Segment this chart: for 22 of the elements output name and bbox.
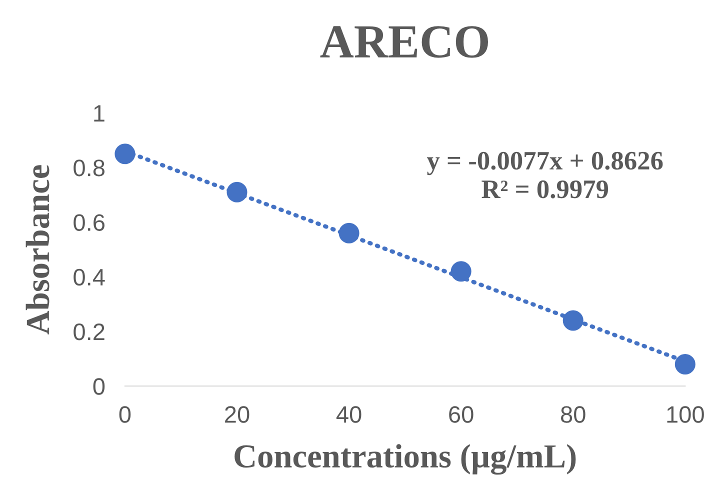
x-tick-label: 0 [119,406,131,423]
point [674,354,696,374]
y-tick-label: 0.2 [74,324,104,340]
y-axis-title: Absorbance [26,165,50,334]
y-tick-label: 0 [93,378,105,395]
point [338,222,360,244]
y-tick-label: 0.6 [74,214,104,231]
x-tick-label: 20 [225,406,250,423]
point [114,144,136,164]
chart-title: ARECO [320,26,488,58]
y-tick-label: 0.8 [74,160,104,176]
y-tick-label: 1 [94,105,104,122]
x-tick-label: 100 [667,406,704,423]
point [450,261,472,282]
x-axis-title: Concentrations (µg/mL) [234,444,576,475]
x-tick-label: 80 [561,406,586,423]
annotation: y = -0.0077x + 0.8626 R² = 0.9979 [426,152,663,198]
point [562,310,584,331]
point [226,182,248,202]
x-tick-label: 60 [449,406,474,423]
y-tick-label: 0.4 [74,268,105,286]
x-tick-label: 40 [336,406,362,423]
